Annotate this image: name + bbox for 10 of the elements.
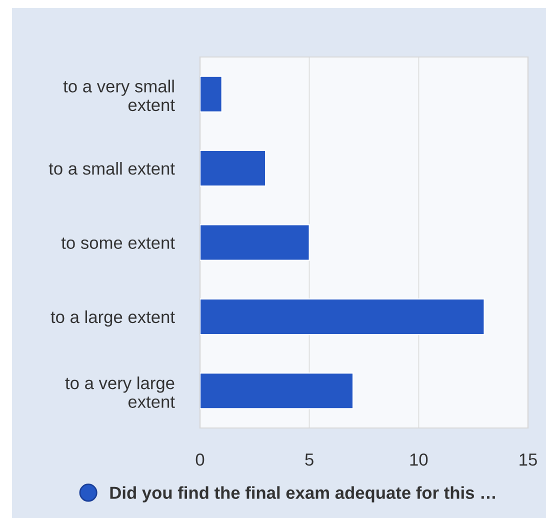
y-tick-label: to a very small extent bbox=[63, 80, 175, 112]
y-tick-label: to a small extent bbox=[48, 162, 175, 175]
y-tick-label: to some extent bbox=[61, 238, 175, 249]
y-tick-label: to a very large extent bbox=[65, 376, 175, 408]
x-tick-label: 0 bbox=[196, 453, 204, 466]
x-tick-label: 15 bbox=[520, 454, 537, 466]
legend-label: Did you find the final exam adequate for this … bbox=[110, 486, 495, 502]
x-tick-label: 5 bbox=[305, 454, 314, 466]
x-tick-label: 10 bbox=[410, 453, 428, 466]
y-tick-label: to a large extent bbox=[50, 310, 175, 327]
